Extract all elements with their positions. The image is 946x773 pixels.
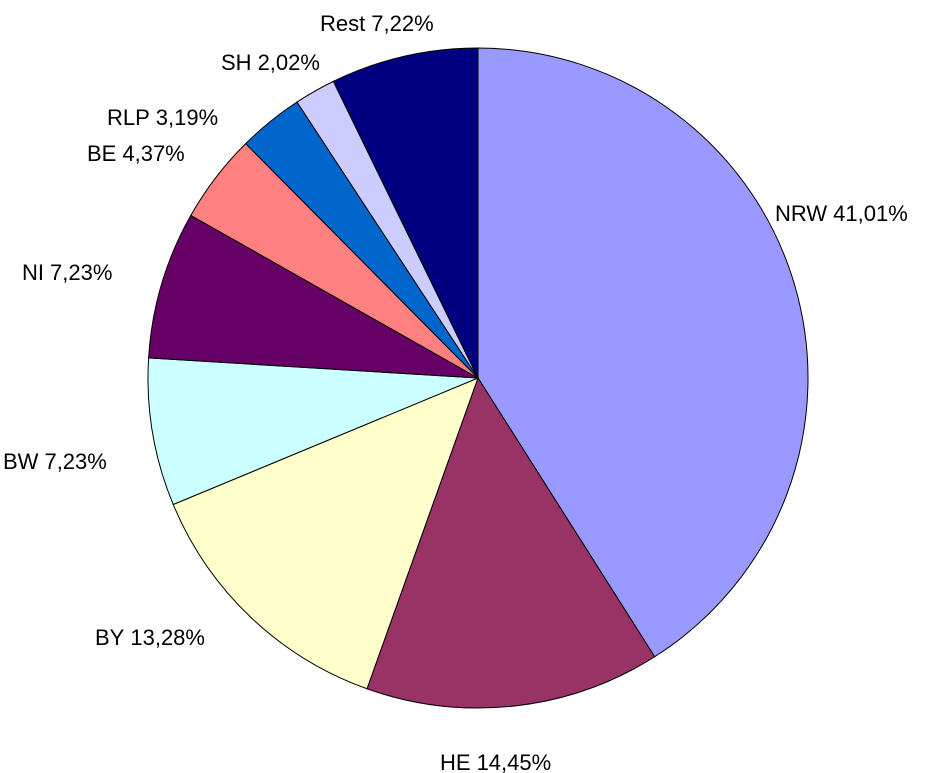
slice-label: RLP 3,19% — [107, 105, 218, 130]
slice-value-label: 4,37% — [122, 141, 184, 166]
pie-slice — [332, 47, 479, 379]
slice-label: HE 14,45% — [440, 750, 551, 773]
pie-slice — [148, 214, 479, 379]
slice-category: RLP — [107, 105, 150, 130]
slice-category: NRW — [775, 201, 827, 226]
slice-value-label: 13,28% — [130, 625, 205, 650]
slice-value-label: 7,23% — [50, 260, 112, 285]
slice-category: Rest — [320, 11, 365, 36]
slice-category: BE — [87, 141, 116, 166]
slice-label: BW 7,23% — [3, 449, 107, 474]
slice-value-label: 7,22% — [371, 11, 433, 36]
pie-slice — [477, 47, 809, 658]
pie-slice — [147, 357, 479, 506]
pie-slice — [172, 377, 479, 690]
slice-label: SH 2,02% — [221, 50, 320, 75]
slice-label: BE 4,37% — [87, 141, 185, 166]
slice-category: BW — [3, 449, 39, 474]
slice-label: NI 7,23% — [22, 260, 112, 285]
slice-label: NRW 41,01% — [775, 201, 908, 226]
slice-label: BY 13,28% — [95, 625, 205, 650]
slice-value-label: 14,45% — [477, 750, 552, 773]
slice-category: NI — [22, 260, 44, 285]
slice-value-label: 41,01% — [833, 201, 908, 226]
pie-slice — [366, 376, 656, 709]
slice-value-label: 2,02% — [258, 50, 320, 75]
slice-value-label: 7,23% — [44, 449, 106, 474]
slice-category: HE — [440, 750, 471, 773]
slice-category: SH — [221, 50, 252, 75]
slice-value-label: 3,19% — [156, 105, 218, 130]
slice-label: Rest 7,22% — [320, 11, 434, 36]
slice-category: BY — [95, 625, 125, 650]
